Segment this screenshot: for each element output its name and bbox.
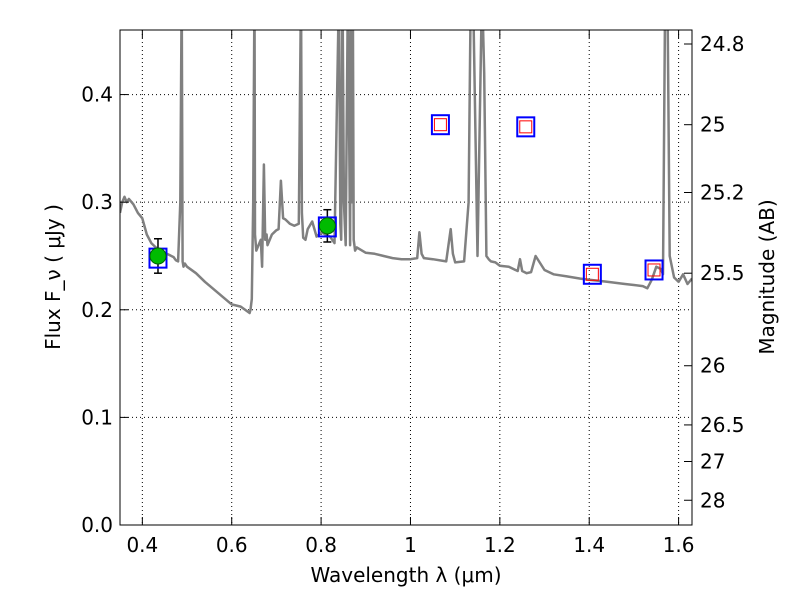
right-tick-label: 28 [700,488,725,512]
y-axis-right: 24.8 25 25.2 25.5 26 26.5 27 28 [684,32,745,512]
model-flux-marker [644,259,664,281]
x-tick-label: 0.4 [126,533,158,557]
model-flux-marker [516,116,536,138]
x-tick-label: 1 [404,533,417,557]
model-flux-marker [582,263,602,285]
model-flux-marker [430,114,450,136]
right-tick-label: 24.8 [700,32,745,56]
y-axis-left: 0.0 0.1 0.2 0.3 0.4 [81,83,128,537]
right-tick-label: 25.2 [700,180,745,204]
x-tick-label: 0.6 [216,533,248,557]
marker-layer [148,114,664,285]
synthetic-flux-marker [647,263,661,277]
observed-flux-point [149,247,167,265]
y-tick-label: 0.4 [81,83,113,107]
synthetic-flux-marker [519,120,533,134]
synthetic-flux-marker [433,118,447,132]
right-tick-label: 25 [700,113,725,137]
x-tick-label: 1.4 [573,533,605,557]
observed-flux-point [318,217,336,235]
plot-frame [119,29,693,526]
y-axis-label: Flux F_ν ( μJy ) [41,204,65,350]
synthetic-flux-marker [585,267,599,281]
x-axis-label: Wavelength λ (μm) [310,563,501,587]
y-tick-label: 0.3 [81,190,113,214]
right-tick-label: 26 [700,354,725,378]
right-tick-label: 25.5 [700,261,745,285]
spectrum-line [120,30,692,315]
x-axis: 0.4 0.6 0.8 1 1.2 1.4 1.6 [126,30,695,557]
y-tick-label: 0.0 [81,513,113,537]
grid [120,30,692,526]
spectrum-layer [120,30,692,315]
right-tick-label: 26.5 [700,413,745,437]
x-tick-label: 0.8 [305,533,337,557]
y-tick-label: 0.2 [81,298,113,322]
right-tick-label: 27 [700,450,725,474]
x-tick-label: 1.6 [663,533,695,557]
y-axis-right-label: Magnitude (AB) [755,199,779,354]
x-tick-label: 1.2 [484,533,516,557]
y-tick-label: 0.1 [81,405,113,429]
